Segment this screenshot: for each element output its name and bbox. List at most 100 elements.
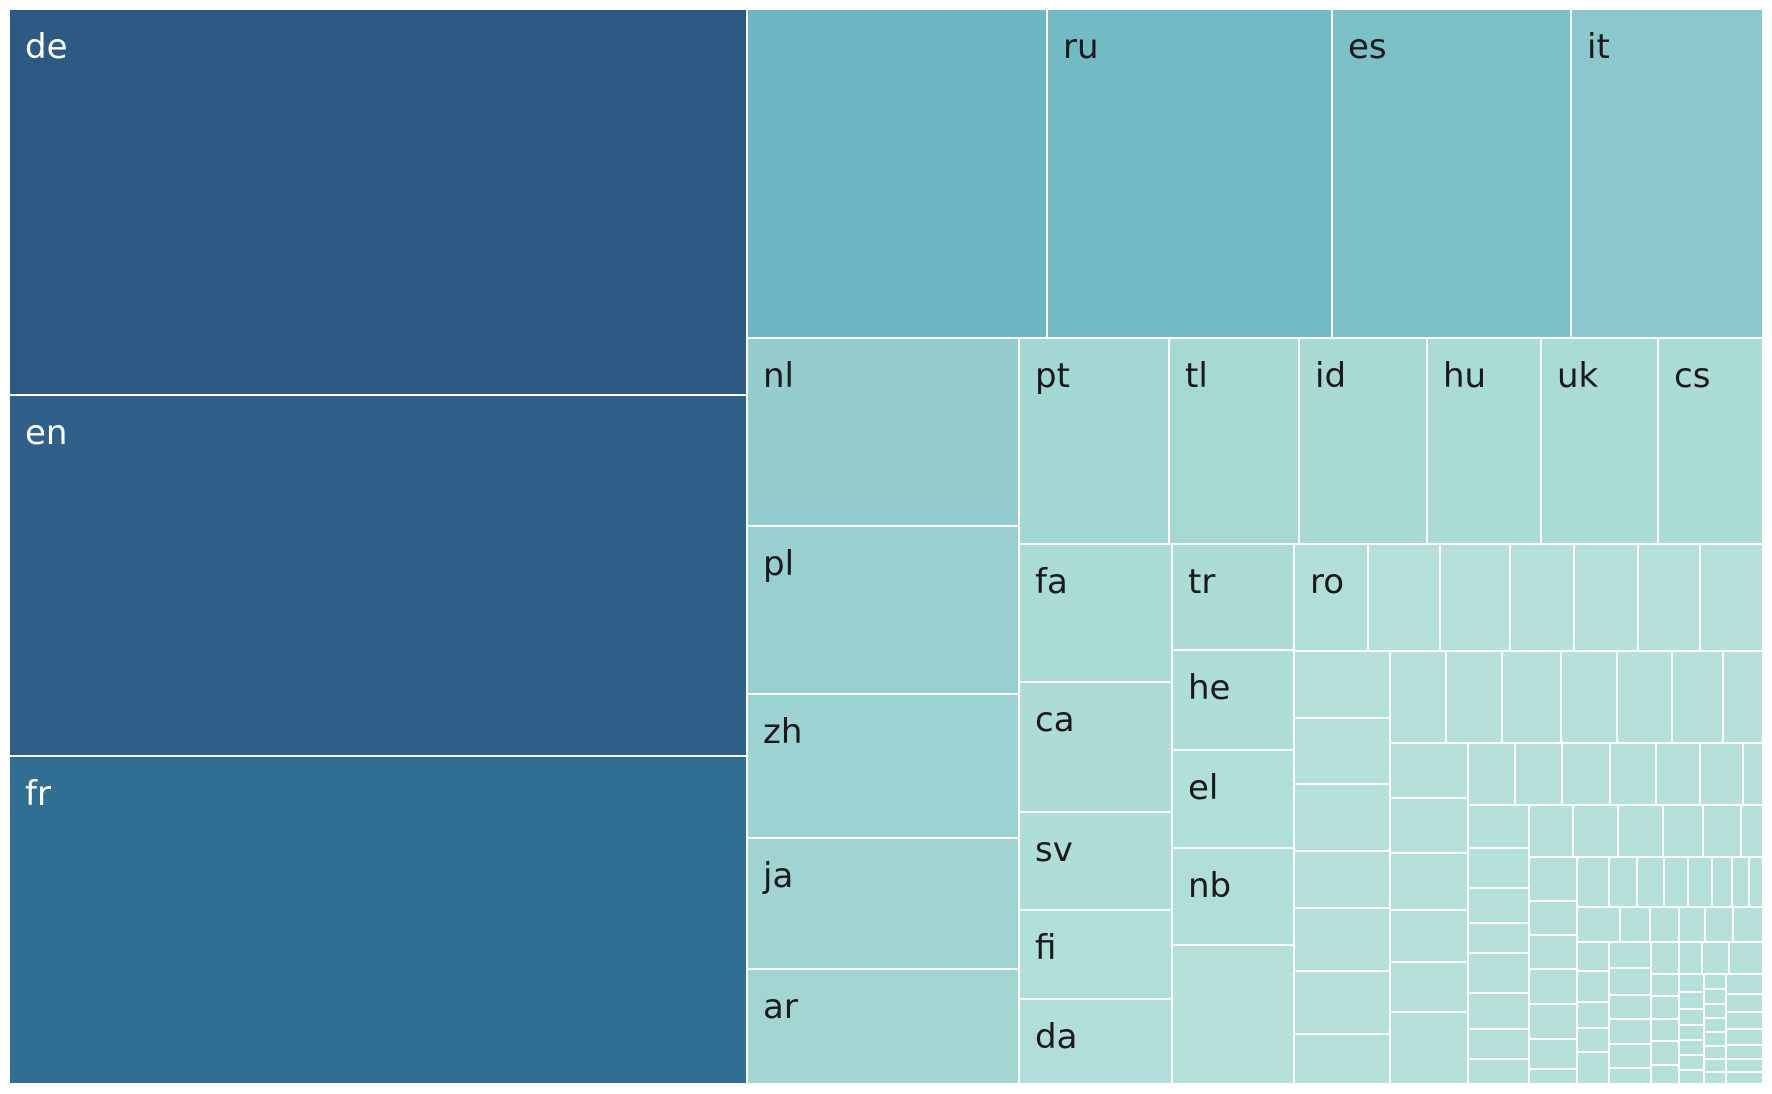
treemap-cell-small-55: [1528, 1068, 1578, 1085]
treemap-cell-small-68: [1704, 906, 1734, 943]
treemap-cell-small-39: [1467, 952, 1530, 994]
treemap-cell-small-13: [1293, 970, 1391, 1035]
treemap-cell-small-60: [1687, 856, 1713, 908]
treemap-cell-uk: [1540, 337, 1659, 545]
treemap-cell-small-97: [1703, 973, 1727, 990]
treemap-cell-small-93: [1678, 1024, 1705, 1041]
treemap-label-ar: ar: [763, 987, 798, 1027]
treemap-cell-el: [1171, 749, 1295, 849]
treemap-cell-it: [1570, 8, 1764, 339]
treemap-cell-small-29: [1514, 742, 1563, 806]
treemap-cell-small-3: [1573, 543, 1639, 652]
treemap-cell-small-109: [1725, 1044, 1764, 1060]
treemap-cell-small-40: [1467, 992, 1530, 1030]
treemap-label-tl: tl: [1185, 356, 1208, 396]
treemap-cell-es: [1331, 8, 1572, 339]
treemap-cell-small-86: [1650, 995, 1680, 1020]
treemap-cell-small-53: [1528, 1003, 1578, 1040]
treemap-cell-small-83: [1701, 941, 1730, 975]
treemap-cell-small-76: [1608, 967, 1652, 996]
treemap-cell-small-91: [1678, 991, 1705, 1010]
treemap-cell-small-103: [1703, 1058, 1727, 1073]
treemap-cell-small-20: [1671, 650, 1724, 744]
treemap-cell-small-42: [1467, 1058, 1530, 1085]
treemap-cell-small-73: [1576, 1027, 1610, 1053]
treemap-cell-small-24: [1389, 852, 1469, 911]
treemap-label-ca: ca: [1035, 700, 1075, 740]
treemap-cell-small-71: [1576, 970, 1610, 1003]
treemap-cell-he: [1171, 649, 1295, 751]
treemap-label-uk: uk: [1557, 356, 1599, 396]
treemap-cell-small-101: [1703, 1031, 1727, 1047]
treemap-cell-small-59: [1663, 856, 1689, 908]
treemap-cell-ru: [1046, 8, 1333, 339]
treemap-cell-small-5: [1699, 543, 1764, 652]
treemap-label-sv: sv: [1035, 830, 1073, 870]
treemap-label-fa: fa: [1035, 562, 1068, 602]
treemap-cell-small-26: [1389, 961, 1469, 1013]
treemap-cell-small-108: [1725, 1028, 1764, 1046]
treemap-cell-small-74: [1576, 1051, 1610, 1085]
treemap-cell-small-11: [1293, 850, 1391, 909]
treemap-cell-small-12: [1293, 907, 1391, 972]
treemap-cell-small-99: [1703, 1003, 1727, 1019]
treemap-cell-small-92: [1678, 1008, 1705, 1026]
treemap-cell-small-110: [1725, 1058, 1764, 1073]
treemap-cell-small-0: [1367, 543, 1441, 652]
treemap-cell-small-45: [1617, 804, 1664, 858]
treemap-cell-small-22: [1389, 742, 1469, 799]
treemap-cell-fi: [1018, 909, 1173, 1000]
treemap-cell-cs: [1657, 337, 1764, 545]
treemap-cell-small-56: [1576, 856, 1610, 908]
treemap-cell-small-28: [1467, 742, 1516, 806]
treemap-cell-small-1: [1439, 543, 1511, 652]
treemap-cell-small-102: [1703, 1045, 1727, 1060]
treemap-label-ru: ru: [1063, 27, 1099, 67]
treemap-cell-hu: [1426, 337, 1542, 545]
treemap-cell-small-4: [1637, 543, 1701, 652]
treemap-cell-small-63: [1748, 856, 1764, 908]
treemap-cell-small-21: [1722, 650, 1764, 744]
treemap-cell-small-77: [1608, 994, 1652, 1020]
treemap-cell-small-15: [1389, 650, 1447, 744]
treemap-cell-small-105: [1725, 973, 1764, 995]
treemap-label-de: de: [25, 27, 68, 67]
treemap-cell-small-106: [1725, 993, 1764, 1013]
treemap-cell-small-16: [1445, 650, 1503, 744]
treemap-cell-small-32: [1655, 742, 1701, 806]
treemap-label-tr: tr: [1188, 562, 1215, 602]
treemap-cell-small-96: [1678, 1069, 1705, 1085]
treemap-label-ro: ro: [1310, 562, 1344, 602]
treemap-cell-small-69: [1732, 906, 1764, 943]
treemap-cell-small-67: [1678, 906, 1706, 943]
treemap-cell-small-64: [1576, 906, 1621, 943]
treemap-label-it: it: [1587, 27, 1610, 67]
treemap-cell-small-100: [1703, 1017, 1727, 1033]
treemap-label-nl: nl: [763, 356, 794, 396]
treemap-cell-small-85: [1650, 973, 1680, 997]
treemap-label-zh: zh: [763, 712, 802, 752]
treemap-cell-small-50: [1528, 900, 1578, 936]
treemap-cell-small-19: [1616, 650, 1673, 744]
treemap-label-pt: pt: [1035, 356, 1070, 396]
treemap-label-da: da: [1035, 1017, 1077, 1057]
treemap-cell-fr: [8, 755, 748, 1085]
treemap-cell-small-52: [1528, 968, 1578, 1005]
treemap-cell-small-98: [1703, 988, 1727, 1005]
treemap-label-el: el: [1188, 768, 1218, 808]
treemap-label-hu: hu: [1443, 356, 1486, 396]
treemap-label-he: he: [1188, 668, 1230, 708]
treemap-cell-small-33: [1699, 742, 1744, 806]
treemap-cell-small-89: [1650, 1064, 1680, 1085]
treemap-cell-zh: [746, 693, 1020, 839]
treemap-cell-ro: [1293, 543, 1369, 652]
treemap-cell-small-25: [1389, 909, 1469, 963]
treemap-cell-small-51: [1528, 934, 1578, 970]
treemap-label-es: es: [1348, 27, 1387, 67]
treemap-cell-small-18: [1560, 650, 1618, 744]
treemap-cell-small-87: [1650, 1018, 1680, 1042]
treemap-cell-small-107: [1725, 1011, 1764, 1030]
treemap-cell-small-46: [1662, 804, 1704, 858]
treemap-label-fi: fi: [1035, 928, 1056, 968]
